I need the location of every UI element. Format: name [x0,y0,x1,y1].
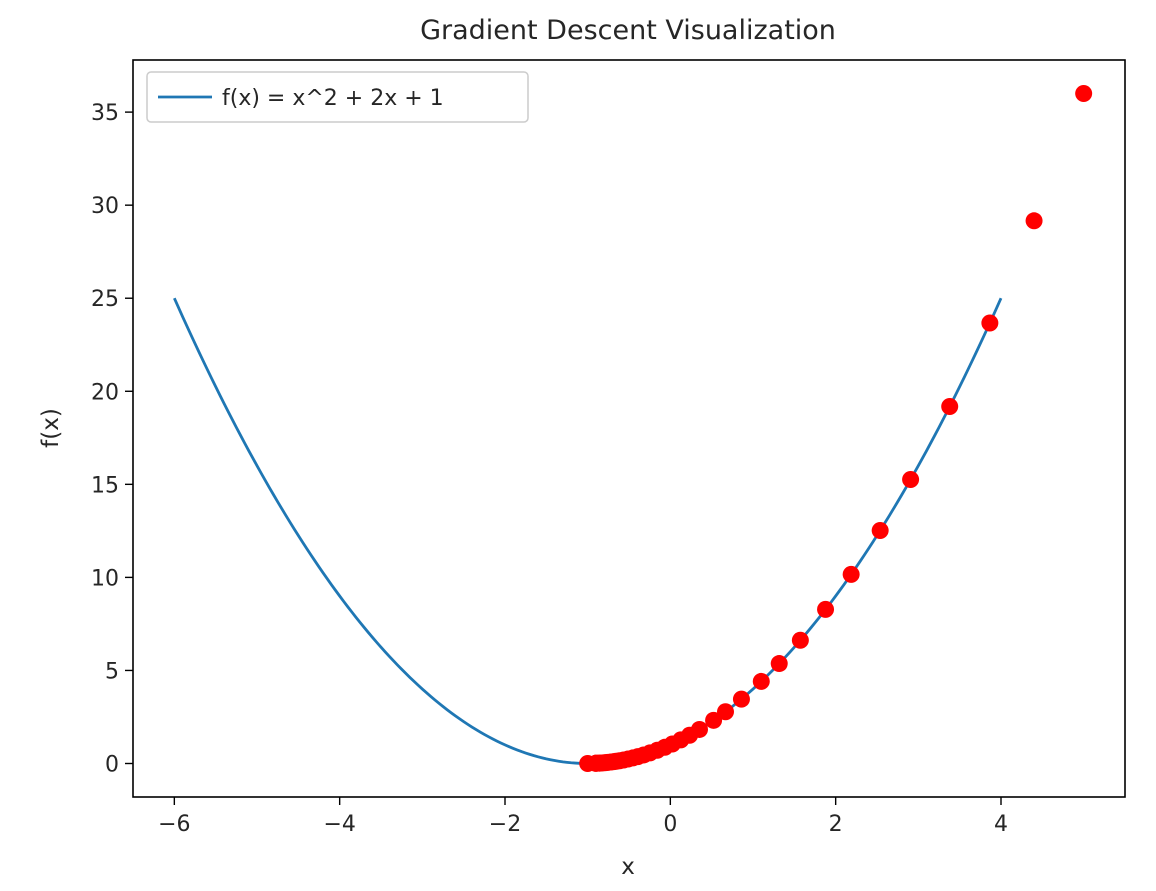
x-axis-label: x [621,854,635,880]
scatter-point [941,398,959,416]
scatter-point [732,690,750,708]
legend-label: f(x) = x^2 + 2x + 1 [222,86,444,111]
y-tick-label: 10 [91,566,119,591]
y-tick-label: 35 [91,101,119,126]
x-tick-label: −6 [158,812,190,837]
scatter-point [705,711,723,729]
plot-marks [173,85,1093,772]
y-tick-label: 0 [105,753,119,778]
scatter-point [817,600,835,618]
scatter-point [871,521,889,539]
x-tick-label: −4 [323,812,355,837]
x-tick-label: 0 [663,812,677,837]
y-tick-label: 25 [91,287,119,312]
x-tick-label: 2 [829,812,843,837]
legend: f(x) = x^2 + 2x + 1 [146,71,529,123]
scatter-point [717,703,734,721]
scatter-point [902,470,920,488]
scatter-point [842,565,860,583]
y-tick-label: 20 [91,380,119,405]
y-axis-label: f(x) [38,408,64,448]
plot-frame [132,59,1126,798]
legend-box [146,71,529,123]
chart-title: Gradient Descent Visualization [420,15,836,46]
scatter-point [981,314,999,332]
scatter-point [579,755,597,772]
y-tick-label: 15 [91,473,119,498]
scatter-point [1025,212,1043,230]
x-tick-label: −2 [489,812,521,837]
y-tick-label: 5 [105,659,119,684]
scatter-point [770,655,788,673]
y-tick-label: 30 [91,194,119,219]
scatter-point [1075,85,1093,102]
scatter-point [791,631,809,649]
x-tick-label: 4 [994,812,1008,837]
axis-ticks: −6 −4 −2 0 2 4 0 5 10 15 20 25 30 35 [91,101,1008,837]
scatter-point [752,672,770,690]
